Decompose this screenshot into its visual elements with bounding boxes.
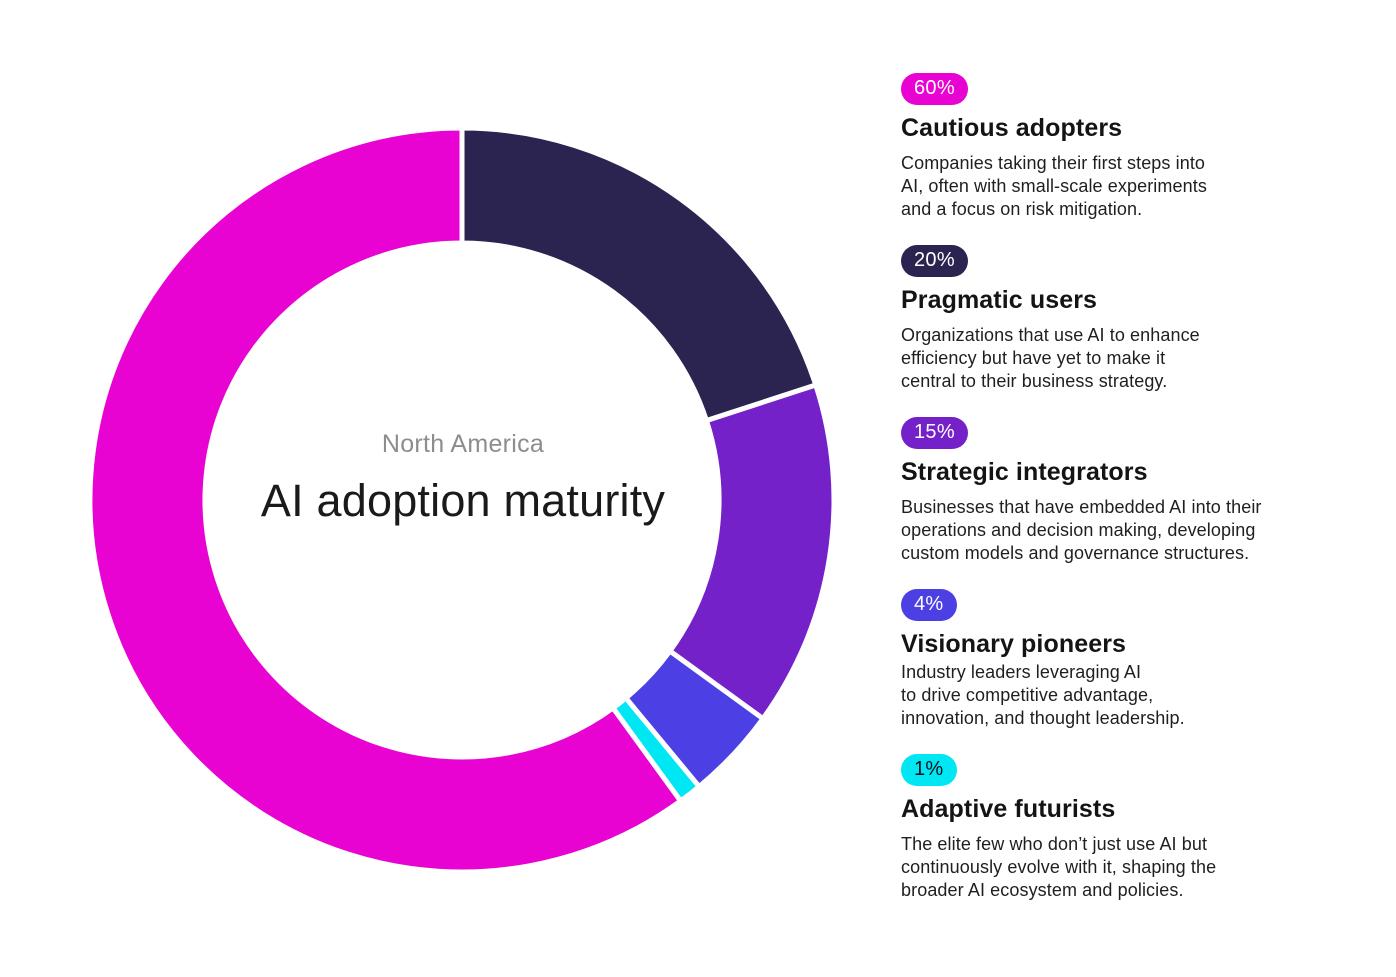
legend-item-description: Businesses that have embedded AI into th… — [901, 497, 1262, 563]
legend-item-title: Pragmatic users — [901, 286, 1098, 314]
chart-region-label: North America — [381, 430, 545, 458]
legend-item: 60% Cautious adopters Companies taking t… — [901, 73, 1331, 221]
legend-item-title: Visionary pioneers — [901, 630, 1127, 658]
legend-item-title: Strategic integrators — [901, 458, 1148, 486]
legend-percent-badge: 15% — [901, 417, 968, 449]
legend-item: 4% Visionary pioneers Industry leaders l… — [901, 589, 1331, 730]
legend-item-title: Adaptive futurists — [901, 795, 1116, 823]
legend: 60% Cautious adopters Companies taking t… — [901, 73, 1331, 926]
legend-percent-badge: 1% — [901, 754, 957, 786]
legend-item-description: Organizations that use AI to enhance effi… — [901, 325, 1200, 391]
donut-chart-svg — [87, 125, 834, 875]
legend-item-description: Companies taking their first steps into A… — [901, 153, 1207, 219]
donut-chart: North America AI adoption maturity — [87, 125, 834, 875]
legend-item-description: Industry leaders leveraging AI to drive c… — [901, 662, 1185, 728]
legend-percent-badge: 4% — [901, 589, 957, 621]
legend-percent-badge: 20% — [901, 245, 968, 277]
donut-center-label: North America AI adoption maturity — [261, 430, 665, 527]
chart-title: AI adoption maturity — [260, 475, 666, 526]
donut-segment-cautious-adopters — [87, 125, 685, 875]
legend-item-description: The elite few who don’t just use AI but c… — [901, 834, 1217, 900]
legend-item: 15% Strategic integrators Businesses tha… — [901, 417, 1331, 565]
legend-item: 20% Pragmatic users Organizations that u… — [901, 245, 1331, 393]
legend-percent-badge: 60% — [901, 73, 968, 105]
legend-item: 1% Adaptive futurists The elite few who … — [901, 754, 1331, 902]
donut-segment-pragmatic-users — [459, 125, 819, 424]
donut-segment-adaptive-futurists — [609, 694, 703, 805]
legend-item-title: Cautious adopters — [901, 114, 1123, 142]
